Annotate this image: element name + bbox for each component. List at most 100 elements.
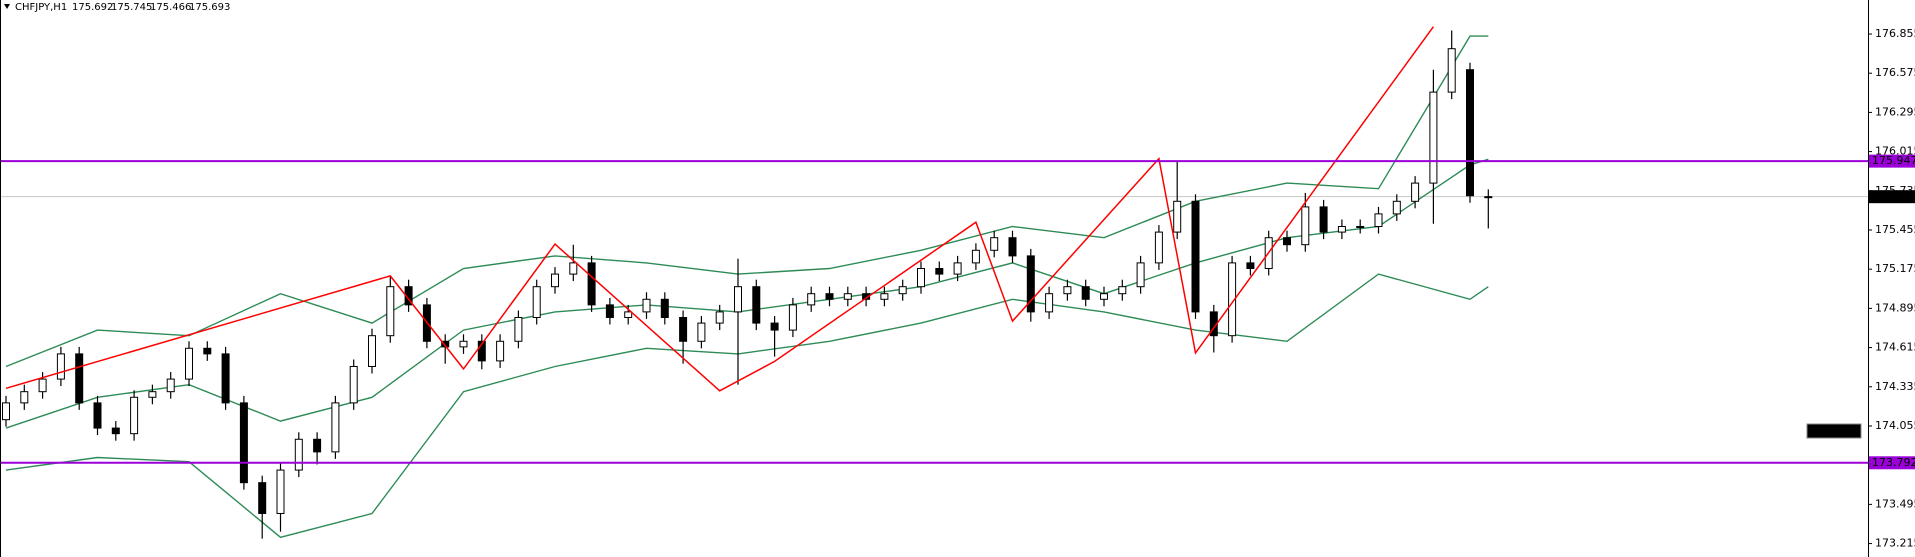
plot-area: BB ON [1,26,1868,539]
candle-body [313,438,322,453]
y-tick-label: 174.895 [1875,301,1915,314]
candle-body [825,293,834,300]
candle-body [477,340,486,362]
candle-body [331,402,340,453]
candle-body [258,482,267,514]
zigzag-line [5,26,1435,392]
current-price-label: 175.693 [1872,190,1915,203]
candle-body [843,293,852,300]
y-tick-label: 173.495 [1875,497,1915,510]
y-tick-label: 176.015 [1875,145,1915,158]
candle-body [770,322,779,331]
candle-body [1356,225,1365,228]
candle-body [1118,286,1127,295]
candle-body [386,286,395,337]
candle-body [75,353,84,404]
y-tick-label: 176.575 [1875,66,1915,79]
candle-body [1429,91,1438,184]
level-label: 175.947 [1872,154,1915,167]
candle-body [1301,206,1310,246]
candle-body [953,262,962,275]
header-value: 175.745 [111,2,152,13]
candle-body [1063,286,1072,295]
candle-body [971,249,980,264]
candle-body [1154,231,1163,264]
candle-body [1374,213,1383,227]
indicator-label: BB ON [1816,425,1851,438]
candle-body [1100,293,1108,300]
candle-body [807,293,816,306]
menu-triangle[interactable] [4,4,10,9]
candle-body [679,316,688,342]
price-axis: 176.855176.575176.295176.015175.735175.4… [1868,27,1915,550]
header-value: 175.693 [189,2,230,13]
candle-body [239,402,248,484]
candle-body [642,298,651,313]
candle-body [130,396,139,435]
candle-body [368,335,376,367]
y-tick-label: 173.215 [1875,537,1915,550]
candle-body [660,298,669,318]
candle-body [880,293,889,300]
indicator-box [1806,423,1862,439]
candle-body [1337,225,1346,233]
current-price-box [1869,190,1915,204]
candle-body [185,347,193,380]
candle-body [1246,262,1255,269]
y-tick-label: 175.175 [1875,262,1915,275]
candle-body [990,237,999,251]
candle-body [935,267,944,275]
candle-body [898,286,907,295]
candle-body [605,304,614,318]
candle-body [203,347,212,355]
candle-body [514,316,523,342]
candle-body [1466,69,1474,197]
candle-body [532,286,541,318]
candle-body [294,438,303,471]
bollinger-band [5,273,1489,539]
candle-body [166,378,175,393]
candle-body [624,311,633,318]
header-value: 175.692 [72,2,113,13]
candle-body [93,402,102,429]
y-tick-label: 174.335 [1875,380,1915,393]
candle-body [734,286,742,313]
level-label-box [1869,154,1915,168]
candle-body [1081,286,1090,300]
candle-body [752,286,761,324]
candle-body [496,340,505,362]
candle-body [1319,206,1328,233]
candle-body [587,262,596,306]
level-label: 173.792 [1872,456,1915,469]
candle-body [1392,200,1401,215]
candle-body [349,365,358,404]
candle-body [551,273,559,288]
candle-body [148,391,157,398]
candle-body [459,340,468,348]
candle-body [697,322,706,342]
candle-body [441,340,450,348]
y-tick-label: 175.455 [1875,223,1915,236]
y-tick-label: 174.615 [1875,341,1915,354]
candle-body [1191,200,1200,313]
y-tick-label: 176.295 [1875,105,1915,118]
candle-body [569,262,578,275]
symbol-title: CHFJPY,H1 [15,2,67,13]
y-tick-label: 174.055 [1875,419,1915,432]
candle-body [917,267,925,288]
candle-body [38,378,47,393]
candle-body [20,391,29,404]
bollinger-band [5,35,1489,368]
level-label-box [1869,456,1915,470]
candle-body [111,427,120,435]
candle-body [1484,196,1493,199]
candle-body [1173,200,1182,233]
candle-body [1045,293,1054,313]
candle-body [221,353,230,404]
candle-body [788,304,797,331]
candle-body [1136,262,1145,288]
candle-body [1411,182,1420,202]
candle-body [1008,237,1017,257]
candle-body [1283,237,1291,246]
